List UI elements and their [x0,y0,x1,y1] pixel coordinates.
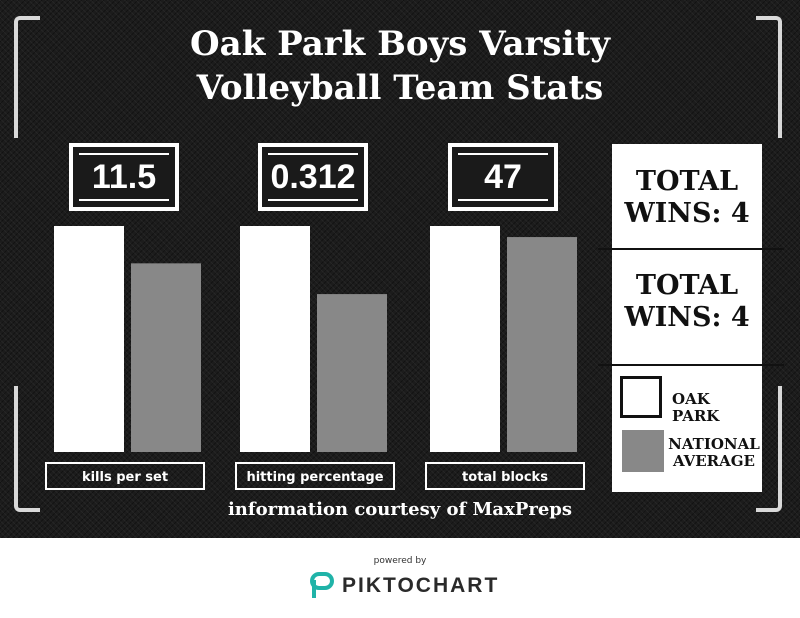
stat-box-kills: 11.5 [69,143,179,211]
title-line-1: Oak Park Boys Varsity [190,24,610,64]
page-title: Oak Park Boys Varsity Volleyball Team St… [100,22,700,110]
legend-label-oak-park: OAK PARK [672,390,720,425]
piktochart-icon [310,572,334,598]
bar-national-1 [317,294,387,452]
category-label-blocks: total blocks [425,462,585,490]
bar-oak-park-1 [240,226,310,452]
wins-divider-2 [598,364,784,366]
corner-bracket-top-right [756,16,782,138]
stat-value-blocks: 47 [484,158,522,196]
bar-national-2 [507,237,577,452]
source-note: information courtesy of MaxPreps [227,499,573,520]
legend-label-national: NATIONAL AVERAGE [668,435,760,470]
total-wins-1: TOTAL WINS: 4 [624,166,750,229]
title-line-2: Volleyball Team Stats [196,68,604,108]
piktochart-wordmark: PIKTOCHART [342,574,500,597]
wins-divider-1 [598,248,784,250]
legend-swatch-oak-park [620,376,662,418]
corner-bracket-bottom-left [14,386,40,512]
piktochart-logo: PIKTOCHART [310,572,500,600]
stat-box-blocks: 47 [448,143,558,211]
bar-national-0 [131,263,201,452]
wins-panel: TOTAL WINS: 4 TOTAL WINS: 4 OAK PARK NAT… [612,144,762,492]
infographic-panel: Oak Park Boys Varsity Volleyball Team St… [0,0,800,538]
stat-value-kills: 11.5 [91,158,157,196]
stat-value-hitting: 0.312 [270,158,356,196]
category-label-hitting: hitting percentage [235,462,395,490]
stat-box-hitting: 0.312 [258,143,368,211]
legend-swatch-national [622,430,664,472]
corner-bracket-top-left [14,16,40,138]
category-label-kills: kills per set [45,462,205,490]
bar-chart [54,226,577,452]
bar-oak-park-0 [54,226,124,452]
bar-oak-park-2 [430,226,500,452]
corner-bracket-bottom-right [756,386,782,512]
powered-by-text: powered by [373,556,427,566]
total-wins-2: TOTAL WINS: 4 [624,270,750,333]
